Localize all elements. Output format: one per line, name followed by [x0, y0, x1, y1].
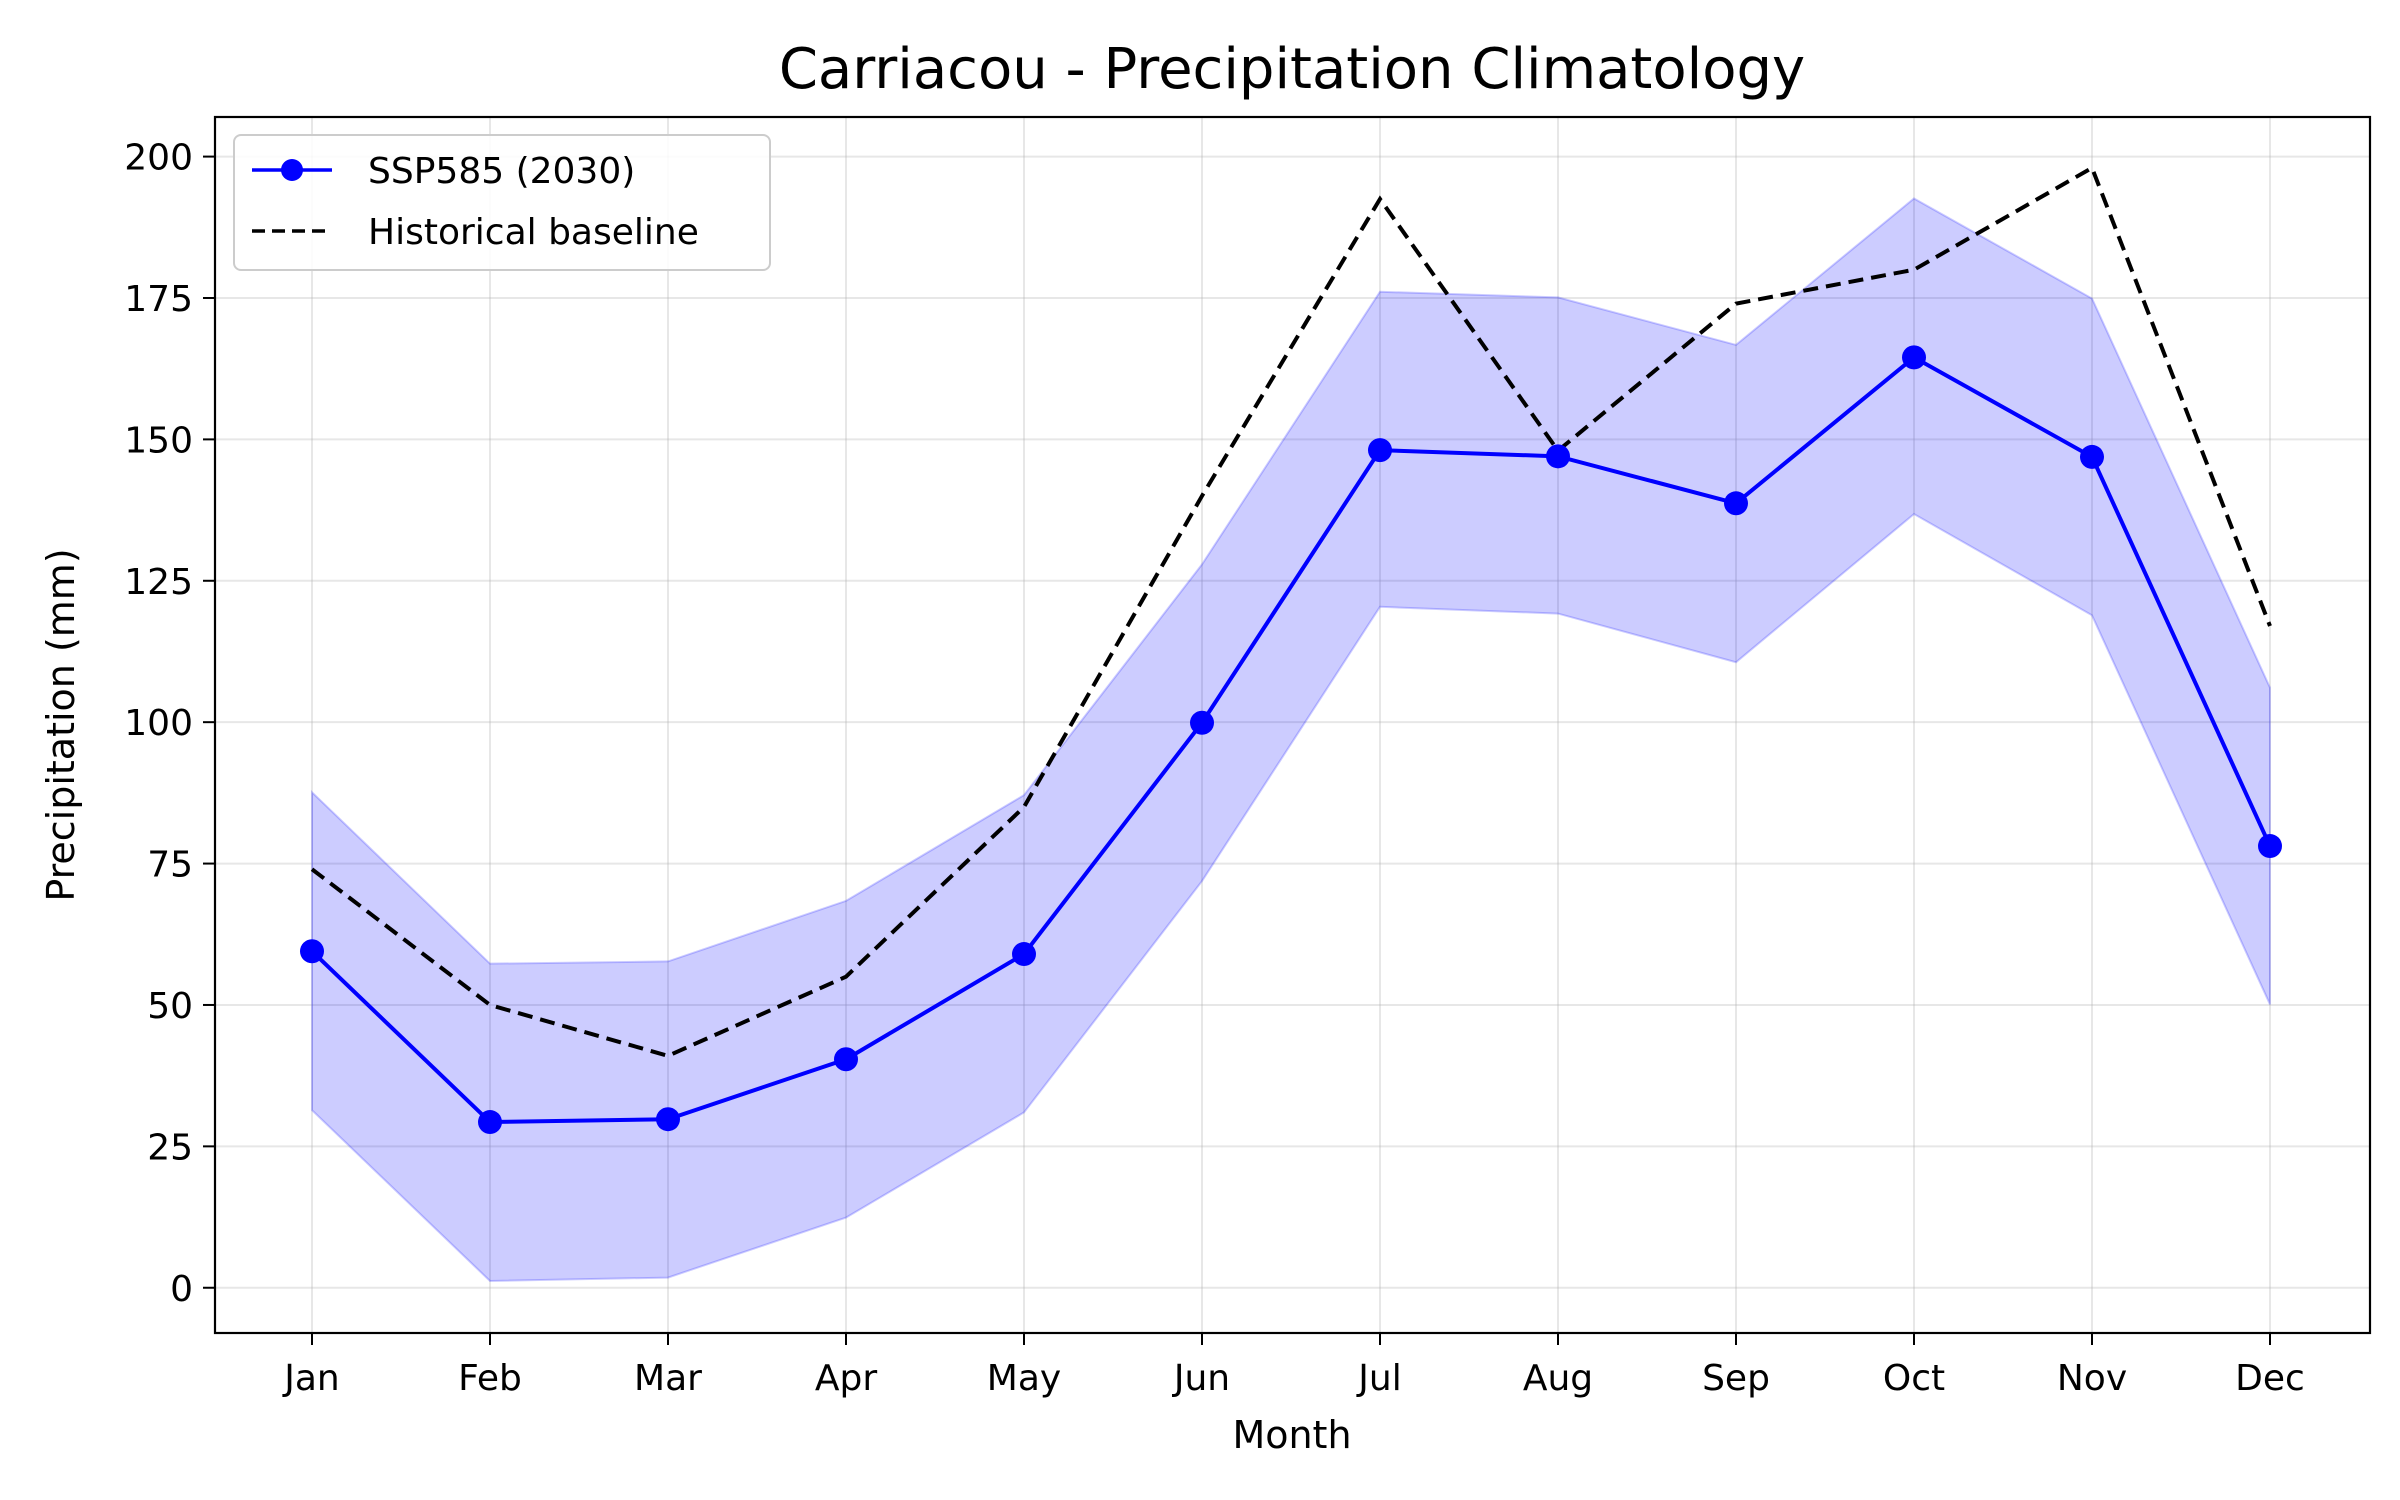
x-tick-label: Jun — [1172, 1358, 1230, 1399]
ssp585-point — [1546, 444, 1570, 469]
x-tick-label: Aug — [1523, 1358, 1593, 1399]
y-tick-label: 125 — [124, 562, 193, 603]
ssp585-point — [2080, 444, 2104, 469]
x-tick-label: Sep — [1702, 1358, 1770, 1399]
ssp585-point — [1012, 942, 1036, 967]
y-tick-label: 25 — [147, 1127, 193, 1168]
ssp585-point — [478, 1110, 502, 1135]
plot-frame — [213, 115, 2372, 1335]
x-tick-label: Nov — [2057, 1358, 2127, 1399]
x-tick-label: Jan — [282, 1358, 340, 1399]
y-axis-ticks: 0 25 50 75 100 125 150 175 200 — [124, 138, 215, 1310]
legend-ssp585-label: SSP585 (2030) — [368, 151, 635, 192]
legend: SSP585 (2030) Historical baseline — [233, 134, 771, 271]
ssp585-point — [1368, 438, 1392, 463]
ssp585-point — [834, 1047, 858, 1072]
chart-title: Carriacou - Precipitation Climatology — [779, 37, 1805, 102]
y-tick-label: 100 — [124, 703, 193, 744]
x-tick-label: Mar — [634, 1358, 702, 1399]
y-tick-label: 150 — [124, 420, 193, 461]
y-tick-label: 75 — [147, 845, 193, 886]
y-tick-label: 50 — [147, 986, 193, 1027]
legend-historical-label: Historical baseline — [368, 212, 699, 253]
ssp585-line — [310, 354, 2272, 1125]
grid-lines — [215, 117, 2370, 1333]
y-tick-label: 175 — [124, 279, 193, 320]
ssp585-point — [1724, 491, 1748, 516]
x-tick-label: Apr — [815, 1358, 877, 1399]
x-tick-label: Dec — [2235, 1358, 2305, 1399]
y-tick-label: 200 — [124, 138, 193, 179]
x-tick-label: Jul — [1356, 1358, 1401, 1399]
ssp585-point — [1190, 710, 1214, 735]
ssp585-point — [656, 1107, 680, 1132]
ssp585-point — [2258, 834, 2282, 859]
ssp585-point — [300, 939, 324, 964]
legend-ssp585-marker — [281, 159, 303, 181]
x-tick-label: Oct — [1883, 1358, 1945, 1399]
x-axis-label: Month — [1232, 1413, 1351, 1457]
legend-box — [233, 134, 771, 271]
y-tick-label: 0 — [170, 1269, 193, 1310]
ssp585-point — [1902, 345, 1926, 370]
historical-baseline-line — [310, 165, 2272, 1058]
series-layer — [300, 165, 2282, 1135]
x-tick-label: May — [987, 1358, 1061, 1399]
x-tick-label: Feb — [458, 1358, 522, 1399]
y-axis-label: Precipitation (mm) — [39, 548, 83, 901]
x-axis-ticks: Jan Feb Mar Apr May Jun Jul Aug Sep Oct Nov Dec — [282, 1333, 2305, 1399]
